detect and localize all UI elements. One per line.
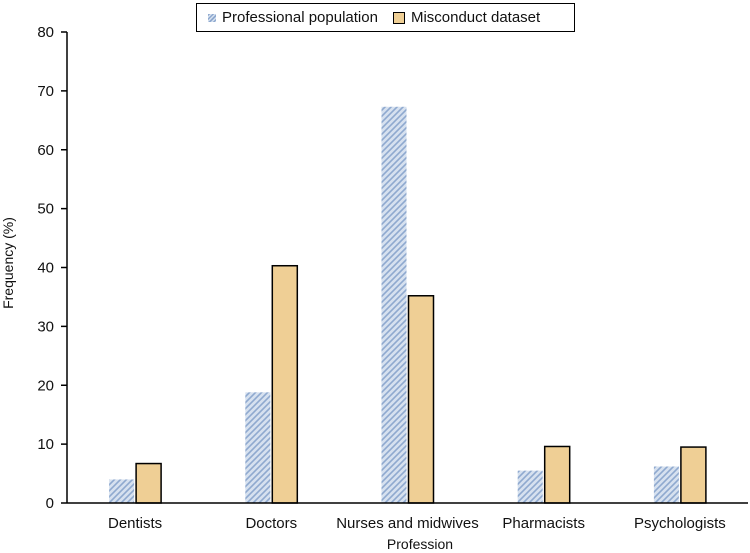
bar-professional-population (245, 392, 271, 503)
y-tick-label: 10 (37, 436, 54, 453)
bar-misconduct-dataset (680, 446, 707, 504)
y-axis-title: Frequency (%) (0, 217, 16, 309)
legend-label-misconduct-dataset: Misconduct dataset (410, 9, 541, 26)
y-tick-label: 60 (37, 142, 54, 159)
y-tick-label: 20 (37, 377, 54, 394)
y-tick-label: 50 (37, 201, 54, 218)
y-tick-label: 70 (37, 83, 54, 100)
legend-item-professional-population: Professional population (197, 9, 378, 26)
legend-label-professional-population: Professional population (222, 9, 378, 26)
bar-misconduct-dataset (543, 445, 571, 504)
legend-swatch-misconduct-dataset (392, 11, 405, 24)
bar-professional-population (381, 106, 407, 504)
x-tick-label: Psychologists (634, 515, 726, 532)
bar-misconduct-dataset (271, 264, 299, 504)
x-tick-label: Nurses and midwives (336, 515, 479, 532)
y-axis-ticks: 0 10 20 30 40 50 60 70 80 (37, 24, 67, 512)
y-tick-label: 40 (37, 260, 54, 277)
x-axis-title: Profession (387, 536, 453, 552)
bars (109, 106, 707, 504)
y-tick-label: 0 (46, 495, 54, 512)
y-tick-label: 30 (37, 318, 54, 335)
legend: Professional population Misconduct datas… (196, 3, 575, 32)
y-tick-label: 80 (37, 24, 54, 41)
x-tick-label: Pharmacists (502, 515, 585, 532)
bar-professional-population (517, 470, 543, 503)
x-tick-label: Doctors (245, 515, 297, 532)
legend-item-misconduct-dataset: Misconduct dataset (378, 9, 540, 26)
bar-professional-population (109, 479, 135, 503)
x-tick-label: Dentists (108, 515, 162, 532)
x-axis-tick-labels: Dentists Doctors Nurses and midwives Pharma… (108, 515, 726, 532)
bar-professional-population (653, 466, 679, 503)
bar-misconduct-dataset (135, 462, 162, 504)
bar-misconduct-dataset (407, 295, 435, 504)
legend-swatch-professional-population (208, 13, 216, 22)
